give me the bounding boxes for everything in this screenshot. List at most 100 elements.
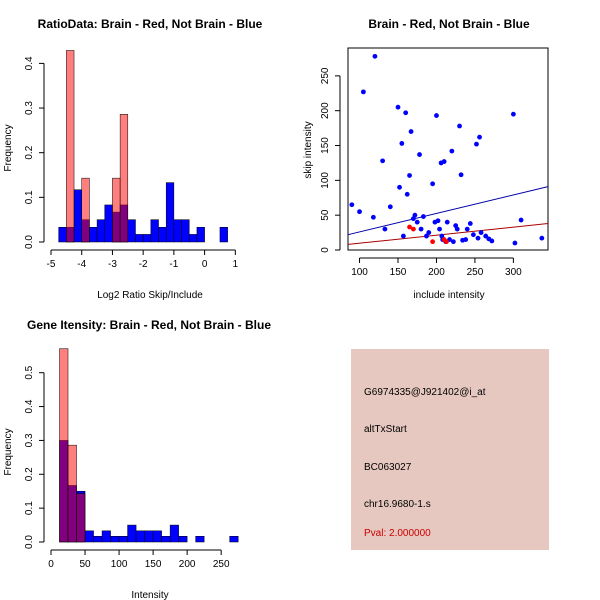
ratio-y-tick-label: 0.2 (24, 145, 35, 159)
not-brain-fit-line (347, 186, 549, 236)
gene-y-tick-label: 0.1 (24, 501, 35, 515)
brain-point (407, 224, 412, 230)
gene-x-tick-label: 100 (111, 559, 128, 570)
not-brain-point (420, 214, 426, 219)
ratio-brain-bar (81, 177, 90, 243)
gene-not-brain-bar (101, 530, 111, 543)
not-brain-point (441, 159, 447, 164)
gene-y-tick-label: 0.5 (24, 365, 35, 379)
gene-not-brain-bar (135, 530, 145, 543)
not-brain-point (474, 141, 479, 147)
ratio-not-brain-bar (219, 227, 228, 243)
not-brain-point (397, 184, 402, 190)
not-brain-point (467, 221, 473, 226)
gene-brain-bar (59, 348, 69, 543)
ratio-x-tick-label: -1 (169, 259, 178, 270)
event-type-text: altTxStart (364, 424, 407, 435)
not-brain-point (483, 233, 489, 239)
gene-axes: 0 50 100 150 200 250 0.0 0.1 0.2 0.3 0.4 0.5 (24, 365, 230, 570)
scatter-panel: Brain - Red, Not Brain - Blue 100 150 200 2… (303, 17, 549, 301)
ratio-x-tick-label: -4 (77, 259, 86, 270)
scatter-fit-lines (347, 186, 549, 245)
ratio-brain-bar (119, 114, 129, 243)
not-brain-point (382, 226, 388, 232)
ratio-not-brain-bar (96, 219, 106, 243)
ratio-x-tick-label: -3 (108, 259, 117, 270)
not-brain-point (403, 110, 409, 116)
not-brain-point (370, 214, 376, 220)
ratio-not-brain-bar (135, 234, 144, 243)
scatter-x-tick-label: 250 (467, 267, 484, 278)
not-brain-point (417, 152, 422, 157)
scatter-y-tick-label: 0 (320, 247, 331, 253)
ratio-y-tick-label: 0.3 (24, 101, 35, 115)
gene-x-tick-label: 0 (48, 559, 54, 570)
gene-not-brain-bar (127, 524, 137, 543)
scatter-plot-box (347, 47, 549, 251)
not-brain-point (408, 129, 414, 134)
not-brain-point (518, 217, 524, 223)
gene-not-brain-bar (84, 530, 94, 543)
ratio-not-brain-bar (196, 227, 205, 243)
ratio-x-tick-label: 1 (233, 259, 239, 270)
pval-text: Pval: 2.000000 (364, 528, 431, 539)
scatter-y-tick-label: 250 (320, 67, 331, 84)
gene-not-brain-bar (229, 535, 239, 543)
gene-x-tick-label: 250 (213, 559, 230, 570)
not-brain-point (424, 233, 429, 239)
brain-point (444, 239, 449, 245)
not-brain-point (539, 235, 545, 241)
not-brain-point (349, 202, 355, 208)
not-brain-point (510, 111, 516, 117)
ratio-y-tick-label: 0.4 (24, 56, 35, 70)
ratio-axes: -5 -4 -3 -2 -1 0 1 0.0 0.1 0.2 0.3 0.4 (24, 56, 239, 270)
scatter-x-tick-label: 300 (505, 267, 522, 278)
gene-not-brain-bar (161, 535, 171, 543)
scatter-x-tick-label: 200 (428, 267, 445, 278)
not-brain-point (412, 212, 418, 218)
scatter-axes: 100 150 200 250 300 0 50 100 150 200 250 (320, 67, 522, 278)
gene-brain-bar (67, 444, 77, 543)
gene-not-brain-bar (178, 535, 188, 543)
ratio-not-brain-bar (158, 227, 167, 243)
not-brain-point (478, 230, 484, 235)
location-text: chr16.9680-1.s (364, 499, 431, 510)
not-brain-point (372, 53, 378, 59)
not-brain-point (470, 232, 476, 238)
gene-not-brain-bar (169, 524, 179, 543)
not-brain-point (512, 240, 518, 246)
scatter-x-axis-label: include intensity (413, 290, 484, 301)
scatter-chart-title: Brain - Red, Not Brain - Blue (368, 17, 530, 31)
not-brain-point (360, 89, 366, 95)
ratio-not-brain-bar (173, 219, 182, 243)
gene-y-tick-label: 0.3 (24, 433, 35, 447)
ratio-not-brain-bar (58, 227, 67, 243)
gene-x-tick-label: 150 (145, 559, 162, 570)
gene-chart-title: Gene Itensity: Brain - Red, Not Brain - … (27, 318, 271, 332)
gene-x-axis-label: Intensity (131, 590, 168, 600)
scatter-y-axis-label: skip intensity (303, 121, 314, 178)
scatter-points (349, 53, 545, 246)
brain-point (430, 239, 436, 245)
ratio-chart-title: RatioData: Brain - Red, Not Brain - Blue (38, 17, 263, 31)
not-brain-point (399, 141, 405, 146)
ratio-brain-bar (112, 177, 121, 243)
scatter-y-tick-label: 150 (320, 137, 331, 154)
not-brain-point (357, 209, 362, 215)
ratio-not-brain-bar (188, 234, 198, 243)
not-brain-point (418, 226, 424, 232)
ratio-not-brain-bar (165, 182, 175, 243)
gene-y-tick-label: 0.0 (24, 535, 35, 549)
not-brain-point (407, 173, 412, 178)
not-brain-point (454, 226, 460, 232)
not-brain-point (435, 218, 441, 224)
not-brain-point (458, 172, 464, 178)
not-brain-point (464, 226, 470, 232)
ratio-y-axis-label: Frequency (3, 124, 14, 171)
not-brain-point (489, 238, 495, 244)
ratio-not-brain-bar (73, 189, 82, 243)
ratio-bars (58, 50, 228, 243)
ratio-y-tick-label: 0.1 (24, 190, 35, 204)
gene-x-tick-label: 200 (179, 559, 196, 570)
